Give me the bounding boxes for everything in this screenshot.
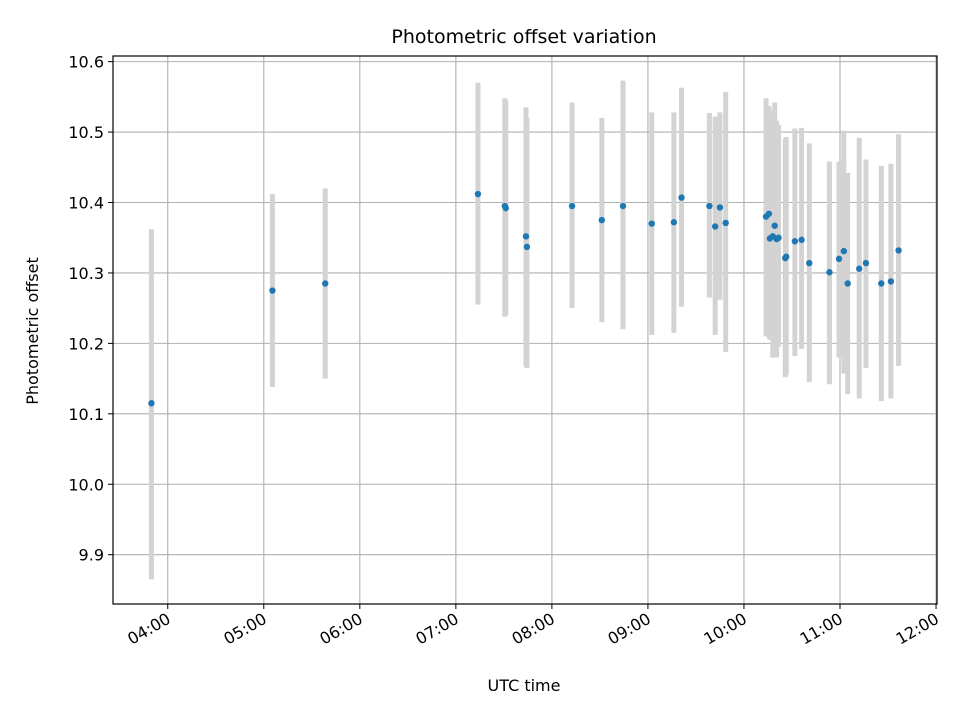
data-point-35 [862,259,870,267]
data-point-33 [844,280,851,287]
data-points [148,190,902,407]
y-tick-label-0: 9.9 [79,546,104,565]
data-point-2 [322,280,329,287]
data-point-26 [783,253,790,260]
y-tick-label-6: 10.5 [68,123,104,142]
data-point-27 [791,238,799,245]
data-point-1 [269,287,276,294]
y-tick-label-3: 10.2 [68,334,104,353]
chart-title: Photometric offset variation [391,26,656,48]
data-point-34 [856,265,863,272]
y-tick-label-2: 10.1 [68,405,104,424]
data-point-17 [722,219,729,227]
data-point-7 [523,243,531,251]
y-tick-label-4: 10.3 [68,264,104,283]
plot-frame [112,55,938,605]
data-point-16 [716,204,724,211]
y-tick-label-7: 10.6 [68,53,104,72]
data-point-13 [678,194,685,201]
data-point-0 [148,400,155,407]
data-point-28 [798,236,805,244]
data-point-6 [522,233,530,240]
data-point-19 [765,210,773,217]
data-point-8 [568,202,576,210]
data-point-37 [887,278,895,285]
x-axis-label: UTC time [488,676,561,695]
data-point-36 [878,280,885,287]
data-point-31 [835,255,843,263]
data-point-12 [670,219,678,226]
y-axis-label: Photometric offset [23,257,42,405]
data-point-32 [840,247,848,255]
data-point-22 [771,222,778,229]
data-point-38 [895,247,902,254]
data-point-30 [826,269,833,276]
data-point-29 [806,259,813,267]
data-point-24 [775,234,782,241]
data-point-3 [474,190,482,198]
data-point-9 [598,216,606,224]
y-tick-label-1: 10.0 [68,475,104,494]
data-point-10 [619,202,627,210]
data-point-14 [706,202,713,210]
y-axis-ticks: 9.9 10.0 10.1 10.2 10.3 10.4 10.5 10.6 [68,53,113,565]
data-point-11 [648,220,655,227]
y-tick-label-5: 10.4 [68,194,104,213]
data-point-5 [502,204,509,212]
data-point-15 [711,223,719,230]
